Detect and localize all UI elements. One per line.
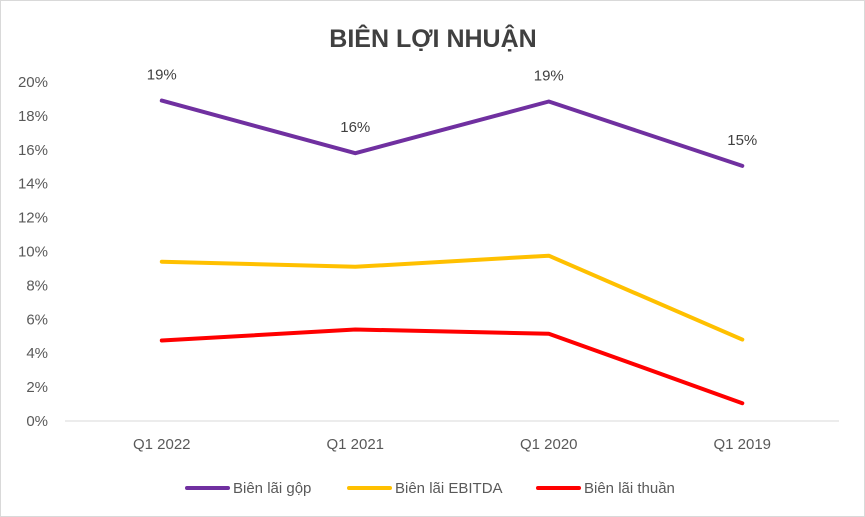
y-tick-label: 12%	[18, 210, 48, 227]
y-tick-label: 20%	[18, 74, 48, 91]
legend-label: Biên lãi gộp	[233, 480, 311, 497]
series-line-2	[159, 253, 745, 342]
x-tick-label: Q1 2021	[326, 436, 384, 453]
data-label: 16%	[340, 119, 370, 136]
data-label: 19%	[147, 67, 177, 84]
y-tick-label: 10%	[18, 244, 48, 261]
series-line-3	[159, 327, 745, 406]
y-tick-label: 4%	[26, 345, 48, 362]
x-tick-label: Q1 2022	[133, 436, 191, 453]
y-tick-label: 14%	[18, 176, 48, 193]
x-tick-label: Q1 2019	[713, 436, 771, 453]
y-tick-label: 2%	[26, 379, 48, 396]
y-tick-label: 0%	[26, 413, 48, 430]
data-label: 19%	[534, 67, 564, 84]
x-axis-ticks: Q1 2022 Q1 2021 Q1 2020 Q1 2019	[133, 436, 771, 453]
data-label: 15%	[727, 132, 757, 149]
x-tick-label: Q1 2020	[520, 436, 578, 453]
series-line-1	[159, 98, 745, 168]
y-tick-label: 16%	[18, 142, 48, 159]
legend: Biên lãi gộp Biên lãi EBITDA Biên lãi thuầ…	[185, 480, 675, 497]
y-tick-label: 8%	[26, 277, 48, 294]
chart-title: BIÊN LỢI NHUẬN	[329, 23, 536, 53]
y-tick-label: 6%	[26, 311, 48, 328]
legend-label: Biên lãi thuần	[584, 480, 675, 497]
legend-label: Biên lãi EBITDA	[395, 480, 503, 497]
series-group: 19% 16% 19% 15%	[147, 67, 757, 406]
y-axis-ticks: 0% 2% 4% 6% 8% 10% 12% 14% 16% 18% 20%	[18, 74, 48, 430]
y-tick-label: 18%	[18, 108, 48, 125]
